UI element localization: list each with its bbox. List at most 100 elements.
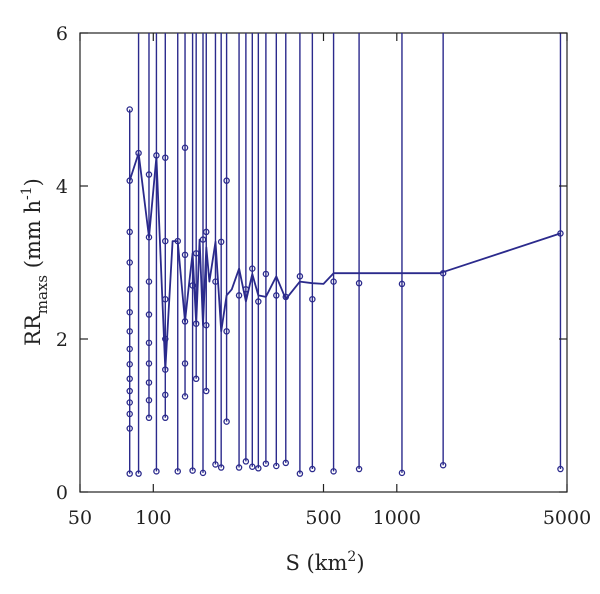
data-point-4-3 <box>162 335 169 343</box>
x-axis-title-sup: 2 <box>347 549 356 565</box>
data-point-4-4 <box>162 366 169 373</box>
data-point-5-1 <box>174 468 181 475</box>
data-point-4-6 <box>162 414 169 422</box>
data-point-24-1 <box>355 465 363 473</box>
y-tick-label-3: 6 <box>56 23 68 45</box>
data-point-6-4 <box>181 393 189 400</box>
data-point-8-2 <box>192 375 200 383</box>
data-point-0-1 <box>126 177 133 184</box>
plot-frame <box>79 32 568 493</box>
data-point-7-1 <box>189 467 196 474</box>
data-point-10-1 <box>203 321 210 329</box>
y-tick-label-2: 4 <box>56 176 68 198</box>
data-point-25-0 <box>398 280 406 288</box>
data-point-2-5 <box>145 360 153 367</box>
data-point-2-0 <box>145 171 153 178</box>
data-point-6-3 <box>181 360 189 367</box>
data-point-16-1 <box>249 463 256 471</box>
data-point-27-1 <box>557 465 564 473</box>
data-point-2-1 <box>145 234 153 241</box>
data-point-0-5 <box>126 308 133 316</box>
x-tick-label-3: 1000 <box>373 507 421 529</box>
data-point-2-8 <box>145 414 153 422</box>
data-point-13-1 <box>223 328 230 335</box>
data-point-13-2 <box>223 418 230 425</box>
data-point-22-1 <box>309 465 316 473</box>
data-point-4-0 <box>162 154 169 161</box>
data-point-18-0 <box>262 270 270 278</box>
data-point-0-12 <box>126 410 133 418</box>
data-point-9-0 <box>199 236 207 243</box>
data-point-17-1 <box>255 465 262 472</box>
data-point-6-2 <box>181 318 189 325</box>
y-tick-label-1: 2 <box>56 329 68 351</box>
data-point-9-1 <box>199 469 207 477</box>
data-point-23-1 <box>330 468 337 475</box>
y-axis-title-base: RR <box>21 313 45 346</box>
data-point-13-0 <box>223 177 230 184</box>
data-point-21-0 <box>296 273 304 280</box>
x-tick-label-0: 50 <box>68 507 92 529</box>
data-point-7-0 <box>189 282 196 289</box>
data-point-12-0 <box>217 238 225 246</box>
data-point-25-1 <box>398 469 406 477</box>
data-point-21-1 <box>296 470 304 477</box>
data-point-20-0 <box>282 293 290 301</box>
data-point-23-0 <box>330 278 337 285</box>
y-tick-label-0: 0 <box>56 482 68 504</box>
vertical-lines <box>129 33 562 474</box>
markers <box>126 106 564 477</box>
data-point-3-1 <box>153 468 160 475</box>
data-point-19-0 <box>273 292 280 299</box>
data-point-1-0 <box>135 149 142 157</box>
data-point-24-0 <box>355 279 363 287</box>
data-point-0-11 <box>126 399 133 406</box>
data-point-6-0 <box>181 144 189 151</box>
data-point-11-1 <box>212 461 219 468</box>
data-point-12-1 <box>217 464 225 471</box>
data-point-17-0 <box>255 298 262 305</box>
data-point-2-4 <box>145 339 153 347</box>
data-point-0-7 <box>126 345 133 353</box>
data-point-15-1 <box>242 458 250 465</box>
data-point-1-1 <box>135 470 142 477</box>
data-point-0-2 <box>126 228 133 236</box>
mean-line-group <box>128 152 561 371</box>
data-point-14-0 <box>235 292 243 299</box>
data-point-27-0 <box>557 230 564 237</box>
data-point-0-4 <box>126 286 133 293</box>
x-tick-label-1: 100 <box>135 507 171 529</box>
data-point-5-0 <box>174 237 181 245</box>
data-point-0-14 <box>126 470 133 477</box>
data-point-2-7 <box>145 396 153 404</box>
data-point-0-8 <box>126 360 133 368</box>
data-point-4-1 <box>162 237 169 245</box>
data-point-8-0 <box>192 250 200 257</box>
tick-labels: 50 100 500 1000 5000 0 2 4 6 <box>56 23 591 529</box>
data-point-6-1 <box>181 251 189 259</box>
ticks <box>79 32 568 493</box>
data-point-2-6 <box>145 379 153 386</box>
data-point-0-13 <box>126 425 133 432</box>
plot-frame-box <box>79 32 568 493</box>
data-point-0-10 <box>126 387 133 395</box>
x-tick-label-4: 5000 <box>543 507 591 529</box>
data-point-11-0 <box>212 278 219 285</box>
data-point-18-1 <box>262 460 270 467</box>
data-point-8-1 <box>192 320 200 327</box>
data-point-19-1 <box>273 462 280 470</box>
x-axis-title-end: ) <box>356 551 364 575</box>
data-point-2-2 <box>145 278 153 285</box>
data-point-2-3 <box>145 311 153 318</box>
data-point-0-9 <box>126 375 133 383</box>
data-point-10-0 <box>203 228 210 236</box>
x-axis-title-base: S (km <box>285 551 347 575</box>
data-point-16-0 <box>249 265 256 272</box>
data-point-10-2 <box>203 387 210 395</box>
y-axis-title-sup: -1 <box>19 186 35 200</box>
data-point-0-3 <box>126 259 133 266</box>
data-point-26-0 <box>439 269 447 277</box>
data-point-14-1 <box>235 464 243 471</box>
y-axis-title-end: ) <box>21 178 45 186</box>
x-tick-label-2: 500 <box>305 507 341 529</box>
